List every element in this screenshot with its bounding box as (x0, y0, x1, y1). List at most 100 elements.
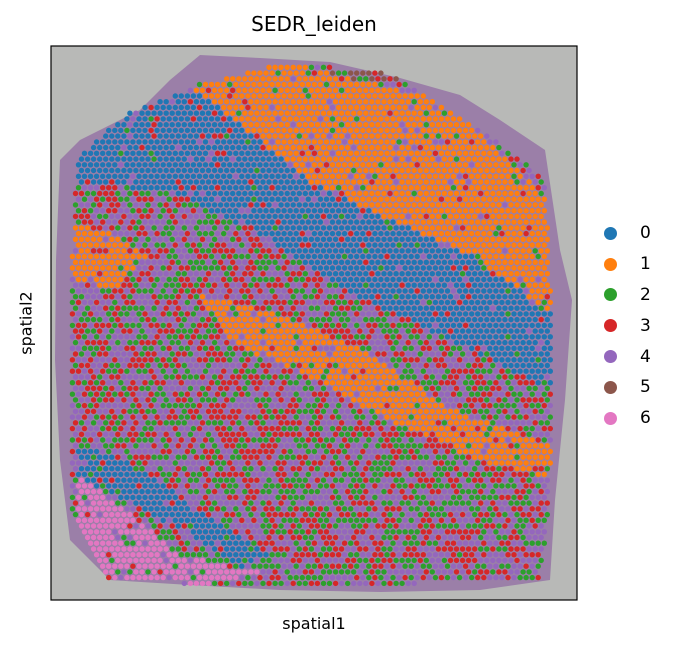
spot-cluster-3 (378, 563, 384, 569)
spot-cluster-4 (242, 511, 248, 518)
spot-cluster-3 (127, 248, 133, 254)
spot-cluster-3 (254, 488, 260, 495)
spot-cluster-6 (87, 494, 94, 501)
spot-cluster-3 (90, 397, 97, 403)
spot-cluster-3 (136, 357, 142, 363)
spot-cluster-3 (245, 357, 251, 363)
spot-cluster-6 (133, 546, 139, 552)
spot-cluster-4 (514, 569, 520, 575)
spot-cluster-3 (81, 425, 88, 432)
spot-cluster-3 (459, 534, 466, 541)
spot-cluster-3 (184, 448, 191, 455)
spot-cluster-3 (166, 437, 172, 443)
spot-cluster-1 (106, 253, 112, 260)
spot-cluster-3 (245, 437, 251, 443)
spot-cluster-4 (196, 380, 203, 386)
spot-cluster-0 (233, 552, 239, 558)
spot-cluster-2 (408, 414, 414, 420)
spot-cluster-0 (484, 328, 490, 334)
spot-cluster-3 (181, 282, 187, 288)
spot-cluster-2 (311, 288, 318, 294)
spot-cluster-1 (81, 242, 88, 248)
spot-cluster-3 (208, 402, 215, 409)
spot-cluster-1 (305, 345, 311, 351)
spot-cluster-2 (284, 271, 290, 277)
spot-cluster-3 (181, 546, 187, 552)
spot-cluster-3 (375, 454, 381, 460)
spot-cluster-2 (305, 563, 311, 569)
spot-cluster-0 (109, 488, 115, 495)
spot-cluster-0 (456, 334, 463, 340)
spot-cluster-4 (69, 483, 76, 489)
spot-cluster-0 (529, 357, 535, 363)
spot-cluster-2 (420, 483, 426, 489)
spot-cluster-2 (184, 299, 191, 306)
spot-cluster-1 (118, 253, 124, 260)
spot-cluster-0 (484, 271, 490, 277)
spot-cluster-2 (435, 477, 442, 483)
spot-cluster-3 (484, 466, 490, 472)
spot-cluster-4 (432, 345, 439, 351)
spot-cluster-3 (230, 511, 236, 518)
spot-cluster-4 (236, 259, 242, 265)
spot-cluster-1 (354, 357, 360, 363)
spot-cluster-1 (411, 408, 417, 415)
spot-cluster-2 (378, 460, 384, 466)
spot-cluster-4 (369, 305, 375, 311)
spot-cluster-4 (417, 362, 423, 369)
spot-cluster-0 (181, 500, 187, 506)
spot-cluster-0 (326, 259, 333, 265)
spot-cluster-1 (369, 385, 375, 392)
spot-cluster-4 (211, 431, 218, 437)
spot-cluster-3 (208, 345, 215, 351)
spot-cluster-3 (272, 431, 278, 437)
spot-cluster-4 (136, 299, 142, 306)
spot-cluster-1 (447, 236, 454, 242)
spot-cluster-1 (441, 225, 448, 231)
spot-cluster-3 (493, 380, 499, 386)
spot-cluster-2 (202, 230, 209, 237)
spot-cluster-3 (369, 580, 375, 587)
spot-cluster-3 (481, 402, 487, 409)
spot-cluster-2 (227, 276, 233, 283)
spot-cluster-4 (299, 425, 305, 432)
spot-cluster-3 (172, 483, 178, 489)
spot-cluster-3 (520, 397, 526, 403)
spot-cluster-0 (142, 471, 148, 478)
spot-cluster-0 (426, 276, 432, 283)
spot-cluster-4 (266, 546, 272, 552)
spot-cluster-0 (490, 282, 496, 288)
spot-cluster-1 (535, 448, 541, 455)
spot-cluster-3 (263, 506, 269, 512)
spot-cluster-2 (217, 557, 224, 564)
spot-cluster-1 (411, 420, 417, 426)
spot-cluster-1 (462, 448, 469, 455)
spot-cluster-2 (320, 374, 327, 380)
spot-cluster-4 (532, 511, 538, 518)
spot-cluster-2 (160, 529, 166, 535)
spot-cluster-3 (393, 534, 399, 541)
spot-cluster-6 (196, 574, 203, 581)
spot-cluster-1 (478, 248, 484, 254)
spot-cluster-3 (469, 552, 475, 558)
spot-cluster-3 (245, 494, 251, 501)
spot-cluster-4 (227, 448, 233, 455)
spot-cluster-0 (127, 477, 133, 483)
spot-cluster-0 (417, 294, 423, 300)
spot-cluster-4 (462, 483, 469, 489)
spot-cluster-2 (100, 425, 106, 432)
spot-cluster-4 (426, 391, 432, 397)
spot-cluster-4 (251, 471, 257, 478)
spot-cluster-4 (142, 299, 148, 306)
spot-cluster-2 (115, 339, 121, 346)
spot-cluster-4 (139, 443, 145, 449)
spot-cluster-2 (544, 385, 550, 392)
spot-cluster-1 (124, 242, 130, 248)
spot-cluster-6 (151, 569, 157, 575)
spot-cluster-2 (396, 357, 402, 363)
spot-cluster-1 (438, 219, 445, 225)
spot-cluster-4 (190, 380, 197, 386)
spot-cluster-2 (242, 488, 248, 495)
spot-cluster-3 (523, 471, 529, 478)
spot-cluster-4 (372, 345, 378, 351)
